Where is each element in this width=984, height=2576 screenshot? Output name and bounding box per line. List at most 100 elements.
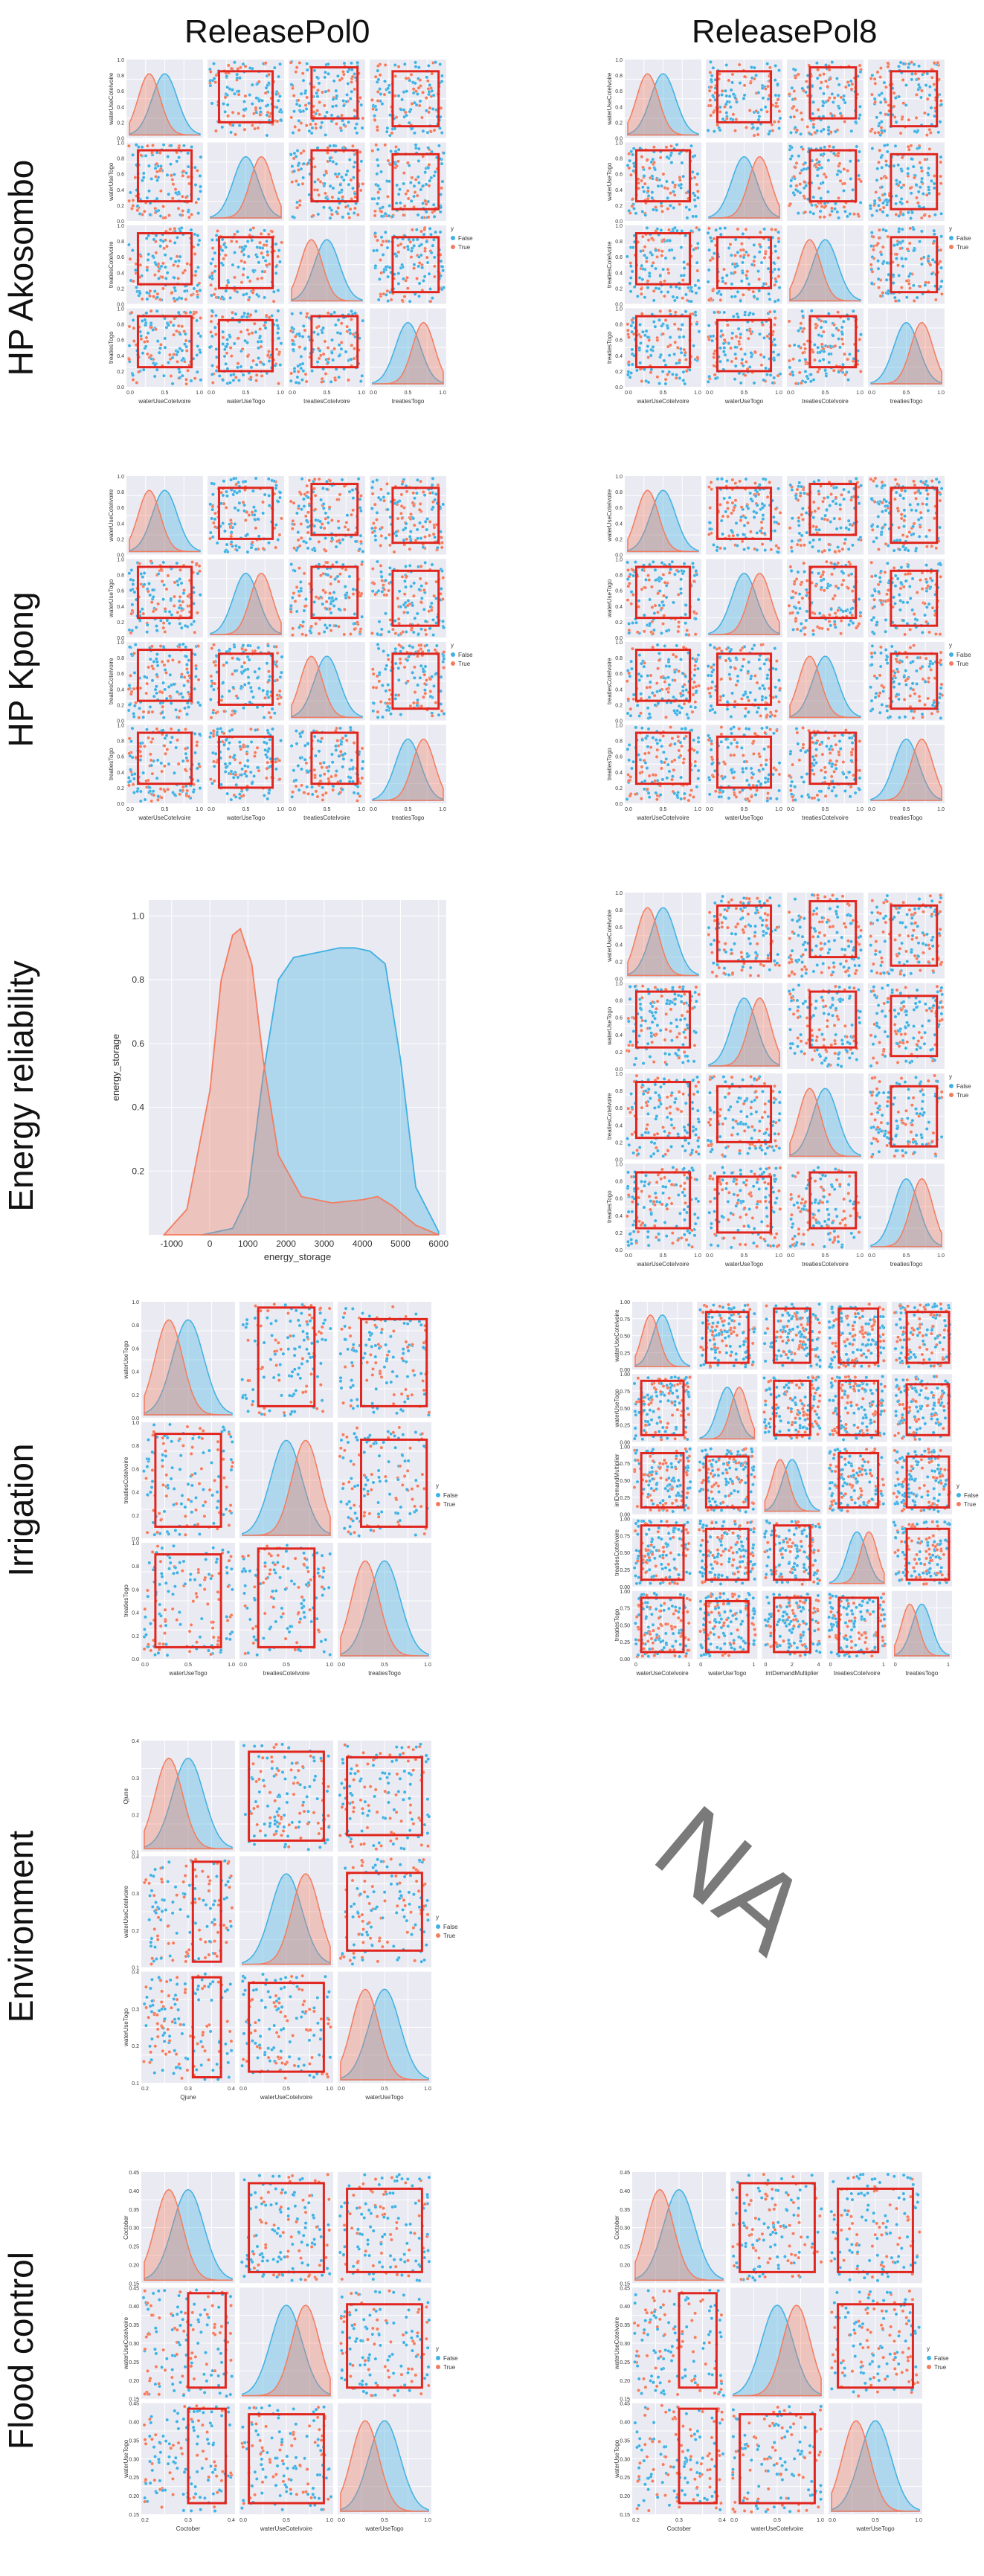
scatter-point xyxy=(318,126,323,129)
scatter-point xyxy=(730,336,734,341)
scatter-point xyxy=(145,630,149,634)
scatter-point xyxy=(832,145,836,150)
scatter-point xyxy=(799,381,803,385)
scatter-point xyxy=(303,514,308,518)
scatter-point xyxy=(229,534,234,539)
scatter-point xyxy=(635,294,640,298)
x-tick-label: 0.0 xyxy=(126,391,134,396)
scatter-point xyxy=(820,205,824,208)
scatter-point xyxy=(242,114,245,118)
scatter-point xyxy=(155,292,160,296)
scatter-point xyxy=(260,251,264,255)
scatter-point xyxy=(649,367,654,372)
scatter-point xyxy=(656,184,660,188)
scatter-point xyxy=(208,83,213,88)
scatter-point xyxy=(857,116,861,121)
scatter-point xyxy=(747,282,751,286)
scatter-point xyxy=(411,238,416,242)
scatter-point xyxy=(413,616,417,620)
scatter-point xyxy=(718,110,722,114)
scatter-point xyxy=(396,250,401,254)
scatter-point xyxy=(172,682,176,687)
x-axis-label: waterUseTogo xyxy=(226,398,266,405)
scatter-point xyxy=(402,245,407,250)
scatter-point xyxy=(712,237,716,241)
scatter-point xyxy=(883,192,887,196)
scatter-point xyxy=(386,299,390,303)
scatter-point xyxy=(249,375,253,379)
scatter-point xyxy=(908,226,913,231)
scatter-point xyxy=(155,660,159,664)
scatter-point xyxy=(870,213,875,217)
scatter-point xyxy=(139,153,144,158)
scatter-point xyxy=(376,495,381,500)
scatter-point xyxy=(744,273,748,277)
scatter-point xyxy=(427,163,431,167)
scatter-point xyxy=(680,323,684,327)
scatter-point xyxy=(718,232,723,237)
x-tick-label: 0.5 xyxy=(242,391,250,396)
scatter-point xyxy=(896,263,900,268)
scatter-point xyxy=(776,256,780,260)
scatter-point xyxy=(797,154,801,158)
scatter-point xyxy=(258,240,262,245)
scatter-point xyxy=(210,314,214,318)
scatter-point xyxy=(761,96,765,100)
y-tick-label: 0.4 xyxy=(117,605,124,610)
scatter-point xyxy=(220,295,225,299)
scatter-point xyxy=(385,239,388,243)
scatter-point xyxy=(168,239,173,243)
scatter-point xyxy=(254,110,259,115)
scatter-point xyxy=(219,698,224,702)
scatter-point xyxy=(391,627,395,632)
scatter-point xyxy=(184,377,188,382)
scatter-point xyxy=(161,597,165,602)
scatter-point xyxy=(170,173,173,178)
scatter-point xyxy=(213,511,217,515)
scatter-point xyxy=(337,354,341,358)
scatter-point xyxy=(837,216,840,220)
scatter-point xyxy=(350,309,353,313)
scatter-point xyxy=(127,684,132,687)
scatter-point xyxy=(899,197,904,201)
scatter-point xyxy=(842,167,846,171)
scatter-point xyxy=(819,325,823,330)
scatter-point xyxy=(181,695,185,699)
scatter-point xyxy=(662,359,666,363)
scatter-point xyxy=(440,541,444,545)
scatter-point xyxy=(876,130,881,135)
scatter-point xyxy=(898,246,902,251)
scatter-point xyxy=(190,560,194,564)
scatter-point xyxy=(131,204,135,208)
scatter-point xyxy=(696,196,700,200)
scatter-point xyxy=(263,259,268,263)
scatter-point xyxy=(405,489,409,494)
scatter-point xyxy=(910,60,913,65)
scatter-point xyxy=(303,372,308,376)
scatter-point xyxy=(792,343,797,347)
scatter-point xyxy=(289,379,293,383)
scatter-point xyxy=(718,226,722,231)
scatter-point xyxy=(741,271,745,275)
scatter-point xyxy=(743,312,747,317)
scatter-point xyxy=(415,277,419,280)
scatter-point xyxy=(405,574,409,579)
scatter-point xyxy=(276,538,280,542)
scatter-point xyxy=(417,294,421,298)
y-tick-label: 0.8 xyxy=(117,574,124,579)
scatter-point xyxy=(718,359,722,364)
scatter-point xyxy=(193,630,197,635)
scatter-point xyxy=(306,510,310,515)
scatter-point xyxy=(166,659,170,663)
scatter-point xyxy=(793,126,797,129)
scatter-point xyxy=(371,480,375,484)
scatter-point xyxy=(182,144,186,148)
scatter-point xyxy=(237,89,241,94)
scatter-point xyxy=(307,101,311,106)
scatter-point xyxy=(234,694,239,698)
scatter-point xyxy=(155,209,158,213)
scatter-point xyxy=(330,104,335,109)
scatter-point xyxy=(428,626,432,631)
scatter-point xyxy=(291,626,295,631)
scatter-point xyxy=(746,253,750,257)
